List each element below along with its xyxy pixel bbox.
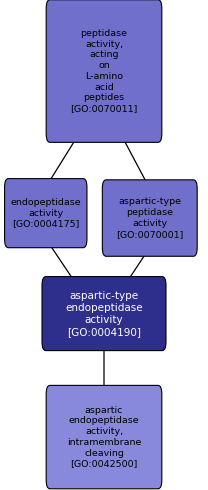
FancyBboxPatch shape xyxy=(42,276,166,351)
Text: peptidase
activity,
acting
on
L-amino
acid
peptides
[GO:0070011]: peptidase activity, acting on L-amino ac… xyxy=(70,29,138,113)
FancyBboxPatch shape xyxy=(46,385,162,489)
FancyBboxPatch shape xyxy=(46,0,162,142)
Text: endopeptidase
activity
[GO:0004175]: endopeptidase activity [GO:0004175] xyxy=(10,198,81,228)
Text: aspartic-type
endopeptidase
activity
[GO:0004190]: aspartic-type endopeptidase activity [GO… xyxy=(65,291,143,337)
FancyBboxPatch shape xyxy=(102,180,197,256)
Text: aspartic-type
peptidase
activity
[GO:0070001]: aspartic-type peptidase activity [GO:007… xyxy=(116,197,183,239)
FancyBboxPatch shape xyxy=(5,179,87,248)
Text: aspartic
endopeptidase
activity,
intramembrane
cleaving
[GO:0042500]: aspartic endopeptidase activity, intrame… xyxy=(67,406,141,468)
